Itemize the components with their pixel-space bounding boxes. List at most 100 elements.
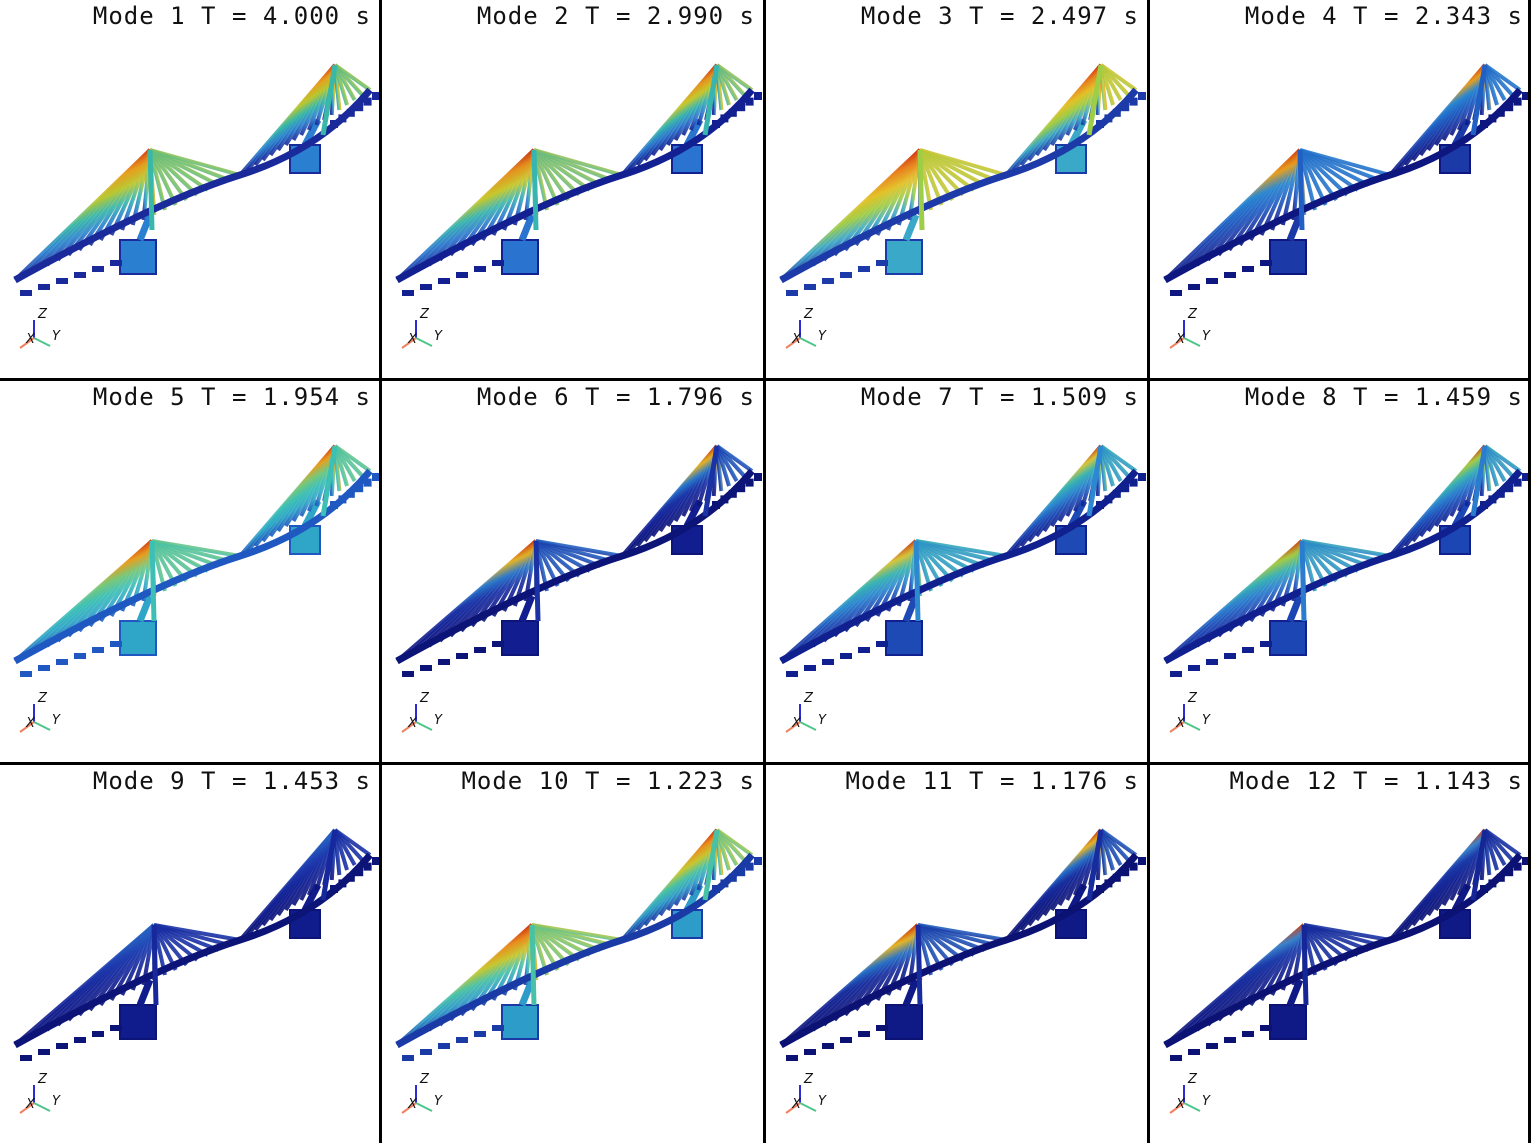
foundation-group — [1269, 883, 1472, 1040]
axis-triad: ZY X — [401, 1072, 443, 1114]
axis-label-y: Y — [434, 713, 443, 728]
axis-label-z: Z — [803, 307, 814, 322]
foundation-group — [885, 883, 1088, 1040]
axis-label-x: X — [25, 1097, 36, 1112]
mode-title: Mode 8 T = 1.459 s — [1244, 383, 1523, 411]
bridge-mode-shape: ZY X — [13, 63, 379, 349]
mode-panel-11: Z Y X Mode 11 T = 1.176 s — [766, 765, 1147, 1143]
mode-title: Mode 3 T = 2.497 s — [860, 2, 1139, 30]
bridge-deck — [395, 468, 755, 665]
grid-divider-horizontal — [0, 762, 1531, 765]
mode-panel-3: Z Y X Mode 3 T = 2.497 s — [766, 0, 1147, 378]
axis-label-z: Z — [37, 691, 48, 706]
mode-title: Mode 5 T = 1.954 s — [92, 383, 371, 411]
grid-divider-horizontal — [0, 378, 1531, 381]
mode-title: Mode 9 T = 1.453 s — [92, 767, 371, 795]
pylon-west — [149, 540, 157, 622]
pylon-west — [533, 540, 541, 622]
axis-triad: ZY X — [785, 307, 827, 349]
axis-label-z: Z — [37, 307, 48, 322]
axis-label-z: Z — [1187, 691, 1198, 706]
foundation-group — [119, 883, 322, 1040]
axis-triad: ZY X — [401, 307, 443, 349]
pylon-east — [1470, 64, 1488, 136]
bridge-mode-shape: ZY X — [1163, 63, 1530, 349]
bridge-mode-shape: ZY X — [779, 63, 1146, 349]
axis-label-y: Y — [1202, 329, 1211, 344]
bridge-mode-shape: ZY X — [779, 444, 1146, 733]
pylon-east — [320, 64, 338, 136]
mode-panel-6: Z Y X Mode 6 T = 1.796 s — [382, 381, 763, 762]
foundation-group — [1269, 499, 1472, 656]
axis-triad: ZY X — [19, 691, 61, 733]
foundation-group — [885, 118, 1088, 275]
bridge-mode-shape: ZY X — [395, 63, 762, 349]
bridge-deck — [1163, 852, 1523, 1049]
mode-panel-8: Z Y X Mode 8 T = 1.459 s — [1150, 381, 1531, 762]
pylon-east — [702, 445, 720, 517]
axis-triad: ZY X — [1169, 691, 1211, 733]
axis-label-x: X — [407, 332, 418, 347]
bridge-mode-shape: ZY X — [1163, 828, 1530, 1114]
axis-label-x: X — [407, 1097, 418, 1112]
stay-cables-east — [620, 63, 754, 177]
stay-cables-east — [620, 828, 754, 942]
axis-label-x: X — [1175, 332, 1186, 347]
pylon-east — [320, 445, 338, 517]
pylon-west — [1297, 149, 1305, 231]
mode-panel-5: Z Y X Mode 5 T = 1.954 s — [0, 381, 379, 762]
mode-panel-7: Z Y X Mode 7 T = 1.509 s — [766, 381, 1147, 762]
bridge-mode-shape: ZY X — [395, 828, 762, 1114]
mode-panel-9: Z Y X Mode 9 T = 1.453 s — [0, 765, 379, 1143]
pylon-east — [702, 829, 720, 901]
grid-divider-vertical — [763, 0, 766, 1143]
axis-label-y: Y — [434, 329, 443, 344]
grid-divider-vertical — [379, 0, 382, 1143]
bridge-deck — [13, 87, 373, 284]
axis-triad: ZY X — [785, 1072, 827, 1114]
axis-label-x: X — [791, 332, 802, 347]
axis-label-z: Z — [419, 307, 430, 322]
axis-label-x: X — [407, 716, 418, 731]
bridge-deck — [1163, 87, 1523, 284]
pylon-east — [702, 64, 720, 136]
axis-triad: ZY X — [19, 307, 61, 349]
pylon-west — [1301, 924, 1309, 1006]
axis-label-z: Z — [419, 691, 430, 706]
pylon-west — [531, 149, 539, 231]
pylon-west — [147, 149, 155, 231]
stay-cables-west — [779, 923, 1007, 1047]
axis-label-x: X — [1175, 1097, 1186, 1112]
pylon-east — [1086, 445, 1104, 517]
mode-panel-10: Z Y X Mode 10 T = 1.223 s — [382, 765, 763, 1143]
axis-label-y: Y — [434, 1094, 443, 1109]
pylon-west — [151, 924, 159, 1006]
axis-triad: ZY X — [19, 1072, 61, 1114]
foundation-group — [501, 118, 704, 275]
pylon-west — [529, 924, 537, 1006]
stay-cables-east — [238, 63, 372, 177]
axis-label-y: Y — [1202, 1094, 1211, 1109]
pylon-east — [1470, 445, 1488, 517]
pylon-east — [1470, 829, 1488, 901]
mode-title: Mode 4 T = 2.343 s — [1244, 2, 1523, 30]
bridge-deck — [1163, 468, 1523, 665]
bridge-mode-shape: ZY X — [1163, 444, 1530, 733]
mode-title: Mode 2 T = 2.990 s — [476, 2, 755, 30]
axis-triad: ZY X — [401, 691, 443, 733]
stay-cables-west — [779, 148, 1007, 282]
axis-triad: ZY X — [1169, 1072, 1211, 1114]
axis-label-y: Y — [818, 1094, 827, 1109]
pylon-east — [320, 829, 338, 901]
foundation-group — [119, 499, 322, 656]
axis-label-x: X — [25, 332, 36, 347]
mode-title: Mode 7 T = 1.509 s — [860, 383, 1139, 411]
pylon-west — [915, 924, 923, 1006]
bridge-mode-shape: ZY X — [13, 828, 379, 1114]
axis-label-x: X — [791, 716, 802, 731]
mode-panel-2: Z Y X Mode 2 T = 2.990 s — [382, 0, 763, 378]
mode-panel-4: Z Y X Mode 4 T = 2.343 s — [1150, 0, 1531, 378]
pylon-east — [1086, 64, 1104, 136]
mode-title: Mode 10 T = 1.223 s — [461, 767, 755, 795]
